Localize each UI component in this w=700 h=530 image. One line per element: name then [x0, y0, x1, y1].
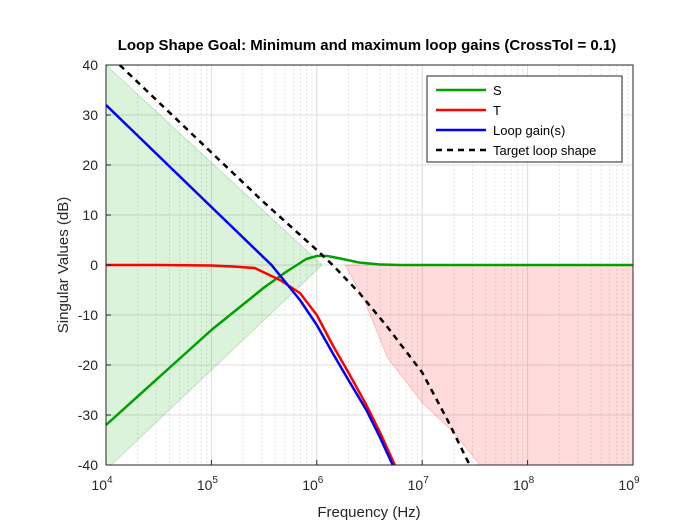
y-tick-label: -10 — [78, 307, 98, 323]
legend: ST Loop gain(s) Target loop shape — [426, 75, 623, 163]
y-tick-label: 10 — [82, 207, 98, 223]
y-tick-label: -30 — [78, 407, 98, 423]
legend-label: T — [493, 103, 501, 118]
x-tick-label: 104 — [91, 475, 113, 493]
x-tick-exponent: 4 — [107, 475, 113, 486]
x-tick-exponent: 5 — [212, 475, 218, 486]
chart-title: Loop Shape Goal: Minimum and maximum loo… — [118, 37, 617, 54]
x-tick-exponent: 7 — [423, 475, 429, 486]
series-line-loop-gain-s- — [105, 104, 394, 466]
series-line-target-loop-shape — [118, 64, 471, 466]
tick-labels: 40 30 20 10 0 -10 -20 -30 -40 104 105 106 107 108 109 — [78, 57, 640, 493]
legend-label: Target loop shape — [493, 143, 596, 158]
x-axis-label: Frequency (Hz) — [317, 504, 420, 521]
x-tick-label: 107 — [408, 475, 430, 493]
y-tick-label: 40 — [82, 57, 98, 73]
series-lines — [105, 64, 633, 466]
x-tick-exponent: 6 — [318, 475, 324, 486]
x-tick-exponent: 9 — [634, 475, 640, 486]
y-tick-label: 20 — [82, 157, 98, 173]
y-tick-label: 30 — [82, 107, 98, 123]
y-tick-label: -20 — [78, 357, 98, 373]
y-tick-label: -40 — [78, 457, 98, 473]
y-axis-label: Singular Values (dB) — [55, 197, 72, 333]
x-tick-label: 106 — [302, 475, 324, 493]
legend-label: S — [493, 83, 502, 98]
x-tick-label: 108 — [513, 475, 535, 493]
y-tick-label: 0 — [90, 257, 98, 273]
legend-label: Loop gain(s) — [493, 123, 565, 138]
x-tick-label: 105 — [197, 475, 219, 493]
x-tick-label: 109 — [618, 475, 640, 493]
series-line-t — [106, 263, 396, 466]
x-tick-exponent: 8 — [529, 475, 535, 486]
